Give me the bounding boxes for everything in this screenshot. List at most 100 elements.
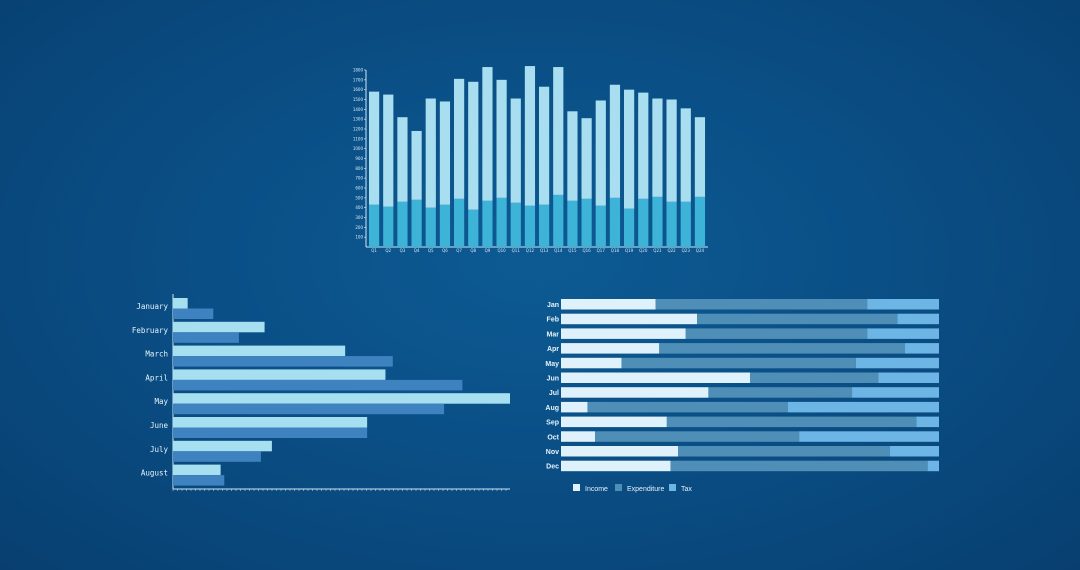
category-label: February [132, 326, 169, 335]
x-tick-label: Q23 [682, 248, 691, 253]
x-tick-label: Q14 [554, 248, 563, 253]
y-tick-label: 1800 [353, 68, 364, 73]
segment-expenditure [659, 343, 905, 354]
segment-expenditure [697, 313, 898, 325]
column-segment [482, 67, 493, 201]
column-segment [454, 198, 465, 247]
category-label: Oct [547, 434, 559, 441]
column-segment [397, 201, 408, 247]
column-segment [539, 204, 550, 247]
y-tick-label: 400 [355, 205, 363, 210]
segment-income [561, 460, 671, 472]
column-segment [496, 79, 507, 198]
segment-expenditure [708, 387, 853, 398]
segment-tax [897, 313, 939, 325]
segment-income [561, 299, 656, 310]
column-segment [369, 204, 380, 247]
bar-series-1 [173, 417, 368, 428]
x-tick-label: Q8 [470, 248, 476, 253]
x-tick-label: Q12 [526, 248, 535, 253]
column-segment [581, 198, 592, 247]
category-label: Nov [546, 449, 559, 456]
segment-tax [852, 387, 939, 398]
y-tick-label: 1500 [353, 97, 364, 102]
x-tick-label: Q7 [456, 248, 462, 253]
segment-tax [904, 343, 939, 354]
y-tick-label: 1400 [353, 107, 364, 112]
x-tick-label: Q10 [497, 248, 506, 253]
column-segment [468, 81, 479, 210]
column-segment [624, 89, 635, 209]
x-tick-label: Q22 [667, 248, 676, 253]
bar-series-1 [173, 321, 265, 333]
x-tick-label: Q11 [512, 248, 521, 253]
category-label: May [154, 397, 168, 406]
column-segment [510, 98, 521, 203]
segment-tax [889, 446, 939, 457]
bar-series-1 [173, 393, 510, 404]
legend-swatch [615, 484, 622, 491]
column-segment [638, 92, 649, 199]
category-label: Apr [547, 346, 559, 353]
x-tick-label: Q6 [442, 248, 448, 253]
column-segment [397, 117, 408, 202]
x-tick-label: Q9 [485, 248, 491, 253]
column-segment [425, 207, 436, 247]
legend-swatch [573, 484, 580, 491]
bar-series-2 [173, 475, 225, 486]
segment-income [561, 343, 660, 354]
y-tick-label: 1600 [353, 87, 364, 92]
column-segment [510, 202, 521, 247]
column-segment [666, 201, 677, 247]
y-tick-label: 1000 [353, 146, 364, 151]
y-tick-label: 300 [355, 215, 363, 220]
legend-label: Tax [681, 486, 692, 493]
segment-income [561, 387, 709, 398]
bar-series-2 [173, 451, 261, 462]
category-label: April [145, 373, 168, 382]
category-label: Jun [547, 376, 559, 383]
category-label: Dec [546, 464, 559, 471]
x-tick-label: Q2 [385, 248, 391, 253]
column-segment [383, 94, 394, 207]
segment-income [561, 446, 679, 457]
column-segment [609, 197, 621, 247]
bar-series-2 [173, 403, 445, 415]
column-segment [652, 98, 663, 197]
y-tick-label: 500 [355, 195, 363, 200]
category-label: March [145, 350, 168, 359]
column-segment [553, 194, 564, 247]
column-segment [553, 67, 564, 195]
segment-expenditure [655, 299, 868, 310]
segment-tax [855, 357, 939, 369]
bar-series-2 [173, 379, 463, 391]
column-segment [369, 91, 380, 205]
bar-series-2 [173, 332, 239, 343]
column-segment [411, 130, 422, 200]
x-tick-label: Q24 [696, 248, 705, 253]
column-segment [482, 200, 493, 247]
column-segment [666, 99, 677, 202]
segment-tax [867, 299, 939, 310]
bar-series-2 [173, 427, 368, 438]
x-tick-label: Q21 [653, 248, 662, 253]
column-segment [496, 197, 507, 247]
bar-series-1 [173, 298, 188, 309]
segment-income [561, 401, 588, 413]
x-tick-label: Q15 [568, 248, 577, 253]
y-tick-label: 900 [355, 156, 363, 161]
column-segment [439, 204, 451, 247]
column-segment [624, 208, 635, 247]
segment-tax [799, 431, 939, 442]
segment-expenditure [621, 357, 856, 369]
bar-series-2 [173, 356, 393, 367]
legend-swatch [669, 484, 676, 491]
segment-expenditure [678, 446, 890, 457]
segment-expenditure [587, 401, 788, 413]
y-tick-label: 1300 [353, 117, 364, 122]
segment-income [561, 328, 686, 339]
column-segment [411, 199, 422, 247]
